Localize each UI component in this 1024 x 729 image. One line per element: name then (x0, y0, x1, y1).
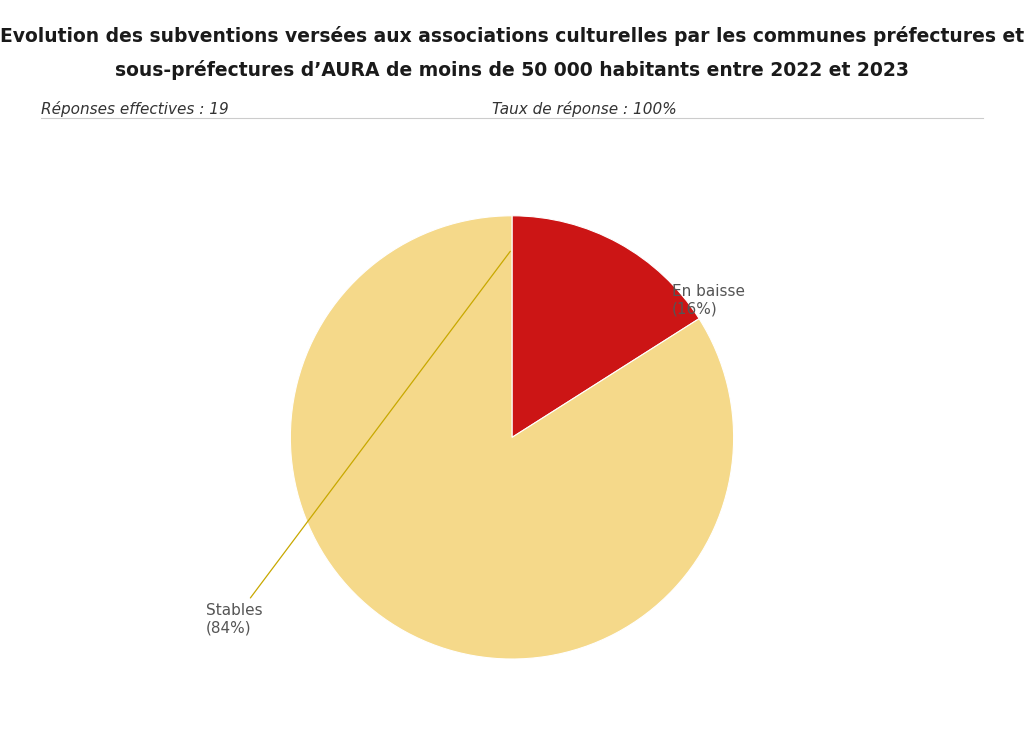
Wedge shape (291, 216, 733, 659)
Text: Taux de réponse : 100%: Taux de réponse : 100% (492, 101, 676, 117)
Text: Stables
(84%): Stables (84%) (206, 252, 510, 636)
Text: sous-préfectures d’AURA de moins de 50 000 habitants entre 2022 et 2023: sous-préfectures d’AURA de moins de 50 0… (115, 60, 909, 79)
Text: Evolution des subventions versées aux associations culturelles par les communes : Evolution des subventions versées aux as… (0, 26, 1024, 45)
Text: En baisse
(16%): En baisse (16%) (515, 272, 744, 316)
Wedge shape (512, 216, 699, 437)
Text: Réponses effectives : 19: Réponses effectives : 19 (41, 101, 228, 117)
